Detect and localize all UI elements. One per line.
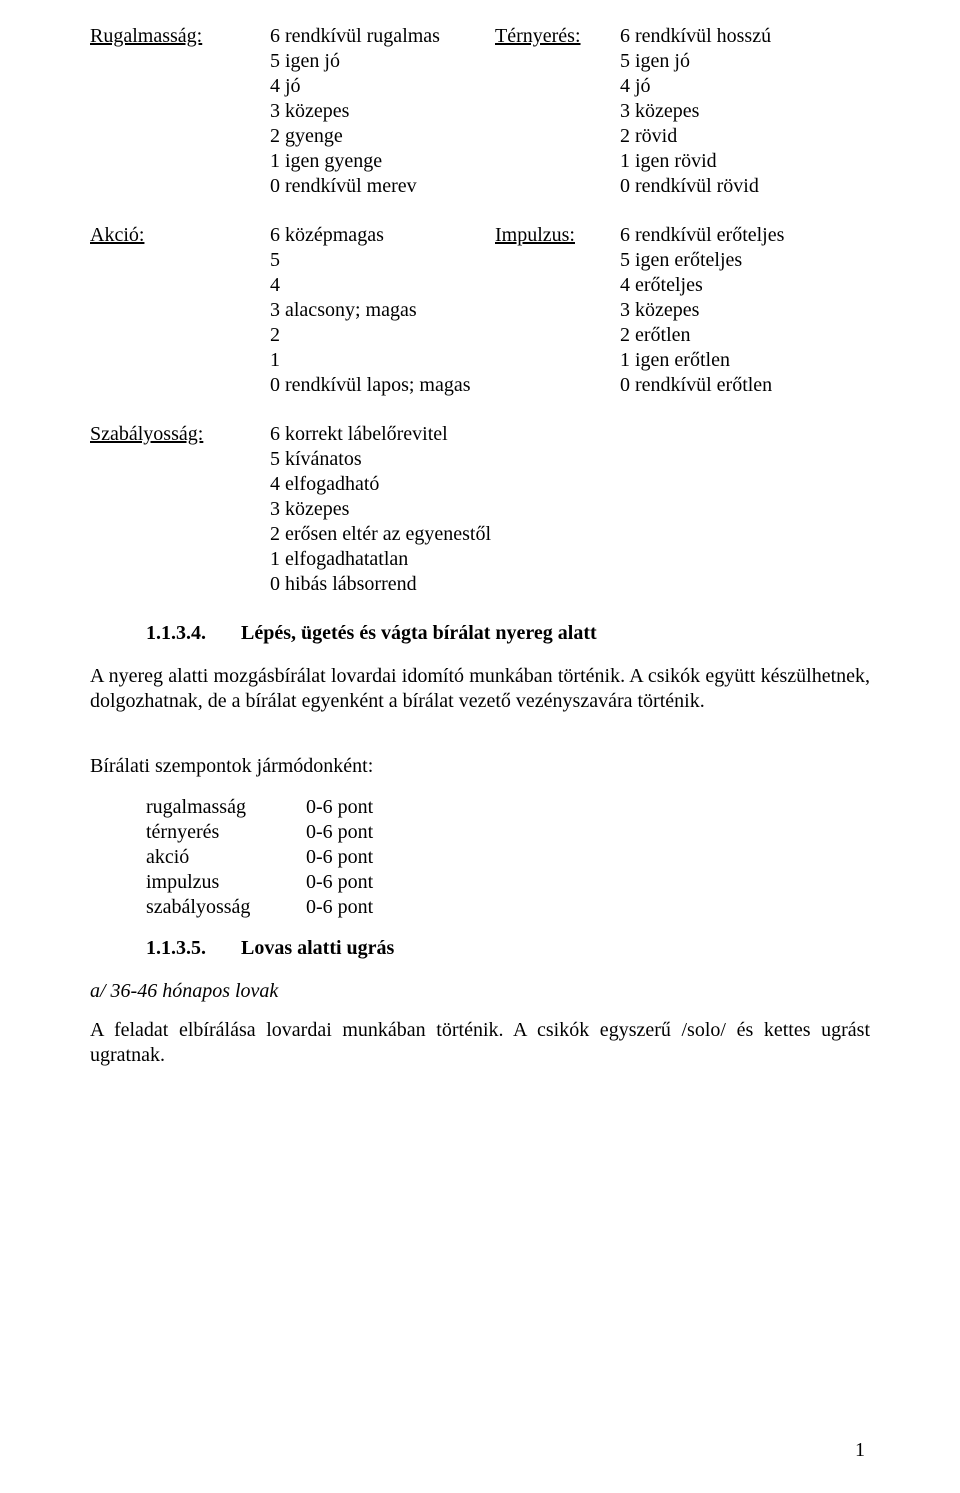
criteria-heading: Bírálati szempontok jármódonként: (90, 754, 870, 779)
scale-item: 1 igen gyenge (270, 149, 495, 174)
scale-item: 0 rendkívül lapos; magas (270, 373, 495, 398)
section-heading-1134: 1.1.3.4. Lépés, ügetés és vágta bírálat … (146, 621, 870, 646)
scale-values-impulzus: 6 rendkívül erőteljes 5 igen erőteljes 4… (620, 223, 870, 398)
scale-item: 3 alacsony; magas (270, 298, 495, 323)
label-text: Rugalmasság: (90, 25, 202, 47)
scale-item: 4 elfogadható (270, 472, 491, 497)
scale-values-akcio: 6 középmagas 5 4 3 alacsony; magas 2 1 0… (270, 223, 495, 398)
scale-label-impulzus: Impulzus: (495, 223, 620, 398)
criteria-range: 0-6 pont (306, 820, 373, 845)
label-text: Térnyerés: (495, 25, 581, 47)
scale-row-1: Rugalmasság: 6 rendkívül rugalmas 5 igen… (90, 24, 870, 199)
scale-item: 5 igen jó (620, 49, 870, 74)
scale-item: 0 hibás lábsorrend (270, 572, 491, 597)
scale-item: 1 igen erőtlen (620, 348, 870, 373)
page-number: 1 (855, 1438, 865, 1463)
scale-item: 4 erőteljes (620, 273, 870, 298)
scale-item: 4 (270, 273, 495, 298)
label-text: Szabályosság: (90, 423, 203, 445)
criteria-row: térnyerés 0-6 pont (146, 820, 870, 845)
scale-row-3: Szabályosság: 6 korrekt lábelőrevitel 5 … (90, 422, 870, 597)
section-number: 1.1.3.5. (146, 936, 236, 961)
section-heading-1135: 1.1.3.5. Lovas alatti ugrás (146, 936, 870, 961)
scale-values-rugalmassag: 6 rendkívül rugalmas 5 igen jó 4 jó 3 kö… (270, 24, 495, 199)
section-1135-paragraph: A feladat elbírálása lovardai munkában t… (90, 1018, 870, 1068)
scale-values-ternyeres: 6 rendkívül hosszú 5 igen jó 4 jó 3 köze… (620, 24, 870, 199)
section-number: 1.1.3.4. (146, 621, 236, 646)
document-page: Rugalmasság: 6 rendkívül rugalmas 5 igen… (0, 0, 960, 1493)
scale-item: 0 rendkívül merev (270, 174, 495, 199)
scale-item: 2 erőtlen (620, 323, 870, 348)
scale-item: 2 (270, 323, 495, 348)
criteria-range: 0-6 pont (306, 795, 373, 820)
scale-item: 5 igen jó (270, 49, 495, 74)
scale-item: 6 rendkívül rugalmas (270, 24, 495, 49)
criteria-name: szabályosság (146, 895, 306, 920)
criteria-range: 0-6 pont (306, 845, 373, 870)
scale-item: 0 rendkívül erőtlen (620, 373, 870, 398)
scale-item: 1 (270, 348, 495, 373)
scale-item: 6 rendkívül erőteljes (620, 223, 870, 248)
label-text: Impulzus: (495, 224, 575, 246)
criteria-name: rugalmasság (146, 795, 306, 820)
criteria-row: impulzus 0-6 pont (146, 870, 870, 895)
scale-item: 5 kívánatos (270, 447, 491, 472)
scale-item: 5 igen erőteljes (620, 248, 870, 273)
scale-item: 2 erősen eltér az egyenestől (270, 522, 491, 547)
criteria-list: rugalmasság 0-6 pont térnyerés 0-6 pont … (146, 795, 870, 920)
scale-label-akcio: Akció: (90, 223, 270, 398)
scale-item: 3 közepes (270, 497, 491, 522)
section-title: Lovas alatti ugrás (241, 937, 394, 959)
section-1135-subheading: a/ 36-46 hónapos lovak (90, 979, 870, 1004)
criteria-range: 0-6 pont (306, 895, 373, 920)
section-title: Lépés, ügetés és vágta bírálat nyereg al… (241, 622, 597, 644)
scale-item: 3 közepes (270, 99, 495, 124)
scale-row-2: Akció: 6 középmagas 5 4 3 alacsony; maga… (90, 223, 870, 398)
criteria-row: szabályosság 0-6 pont (146, 895, 870, 920)
scale-item: 6 középmagas (270, 223, 495, 248)
criteria-name: térnyerés (146, 820, 306, 845)
scale-values-szabalyossag: 6 korrekt lábelőrevitel 5 kívánatos 4 el… (270, 422, 491, 597)
criteria-row: akció 0-6 pont (146, 845, 870, 870)
scale-item: 4 jó (620, 74, 870, 99)
scale-item: 0 rendkívül rövid (620, 174, 870, 199)
scale-item: 2 gyenge (270, 124, 495, 149)
criteria-name: impulzus (146, 870, 306, 895)
scale-item: 4 jó (270, 74, 495, 99)
section-1134-paragraph: A nyereg alatti mozgásbírálat lovardai i… (90, 664, 870, 714)
criteria-row: rugalmasság 0-6 pont (146, 795, 870, 820)
scale-item: 1 elfogadhatatlan (270, 547, 491, 572)
scale-item: 5 (270, 248, 495, 273)
scale-item: 2 rövid (620, 124, 870, 149)
scale-item: 3 közepes (620, 99, 870, 124)
scale-label-ternyeres: Térnyerés: (495, 24, 620, 199)
label-text: Akció: (90, 224, 144, 246)
criteria-name: akció (146, 845, 306, 870)
criteria-range: 0-6 pont (306, 870, 373, 895)
scale-item: 6 korrekt lábelőrevitel (270, 422, 491, 447)
spacer (90, 734, 870, 754)
scale-item: 1 igen rövid (620, 149, 870, 174)
scale-label-rugalmassag: Rugalmasság: (90, 24, 270, 199)
scale-label-szabalyossag: Szabályosság: (90, 422, 270, 597)
scale-item: 6 rendkívül hosszú (620, 24, 870, 49)
scale-item: 3 közepes (620, 298, 870, 323)
